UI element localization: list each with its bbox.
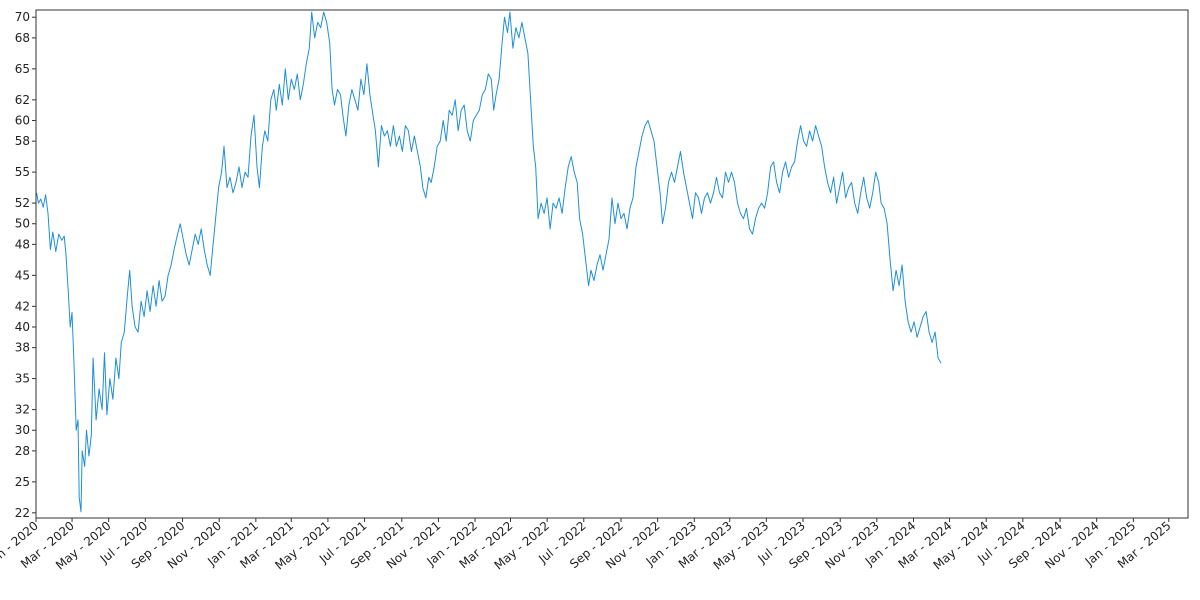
y-tick-label: 68 [15,31,30,45]
y-tick-label: 58 [15,134,30,148]
y-tick-label: 70 [15,10,30,24]
y-tick-label: 60 [15,113,30,127]
y-tick-label: 28 [15,444,30,458]
y-tick-label: 62 [15,93,30,107]
y-tick-label: 42 [15,299,30,313]
y-tick-label: 40 [15,320,30,334]
y-tick-label: 32 [15,403,30,417]
plot-frame [35,9,1189,519]
y-tick-label: 65 [15,62,30,76]
y-tick-label: 25 [15,475,30,489]
y-tick-label: 30 [15,423,30,437]
price-series-line [36,11,942,513]
y-tick-label: 52 [15,196,30,210]
y-axis: 22 25 28 30 32 35 38 40 42 45 48 50 52 55 58 60 62 65 68 70 [15,10,36,520]
y-tick-label: 55 [15,165,30,179]
y-tick-label: 48 [15,237,30,251]
y-tick-label: 50 [15,217,30,231]
y-tick-label: 38 [15,341,30,355]
y-tick-label: 35 [15,372,30,386]
y-tick-label: 45 [15,268,30,282]
y-tick-label: 22 [15,506,30,520]
